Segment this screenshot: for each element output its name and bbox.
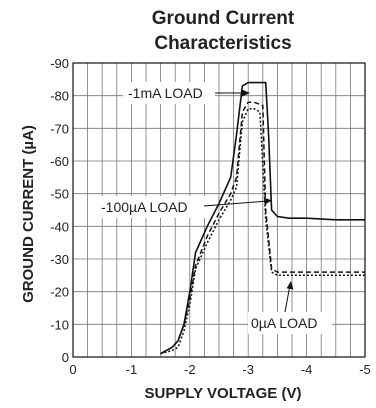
tick-labels: 0 -1 -2 -3 -4 -50-10-20-30-40-50-60-70-80-90 xyxy=(50,56,371,377)
chart-title-line-1: Ground Current xyxy=(152,8,295,29)
data-series xyxy=(160,81,365,355)
x-axis-label: SUPPLY VOLTAGE (V) xyxy=(145,385,302,402)
annotation-1ma-label: -1mA LOAD xyxy=(128,85,203,101)
y-tick-label: -20 xyxy=(50,285,69,300)
y-tick-label: -70 xyxy=(50,121,69,136)
chart-title: Ground Current Characteristics xyxy=(152,8,295,54)
x-tick-label: -2 xyxy=(184,362,196,377)
annotation-1ma-arrowhead xyxy=(242,89,250,97)
annotation-0ua-arrowhead xyxy=(286,281,294,290)
series-line-3 xyxy=(160,107,365,355)
x-tick-label: -1 xyxy=(126,362,138,377)
annotation-100ua-leader xyxy=(203,200,269,207)
y-tick-label: -10 xyxy=(50,317,69,332)
plot-frame xyxy=(72,62,366,358)
annotation-100ua-arrowhead xyxy=(264,197,272,205)
y-tick-label: -40 xyxy=(50,219,69,234)
annotation-0ua-label: 0µA LOAD xyxy=(251,315,317,331)
annotation-1ma: -1mA LOAD xyxy=(123,82,250,104)
x-tick-label: -3 xyxy=(242,362,254,377)
y-tick-label: 0 xyxy=(62,350,69,365)
y-tick-label: -60 xyxy=(50,154,69,169)
annotation-0ua-leader xyxy=(284,284,291,313)
y-axis-label: GROUND CURRENT (µA) xyxy=(20,125,37,303)
y-tick-label: -30 xyxy=(50,252,69,267)
chart-title-line-2: Characteristics xyxy=(154,33,291,54)
x-tick-label: -4 xyxy=(301,362,313,377)
x-tick-label: -5 xyxy=(359,362,371,377)
annotation-0ua: 0µA LOAD xyxy=(248,281,332,334)
y-tick-label: -50 xyxy=(50,187,69,202)
annotation-100ua: -100µA LOAD xyxy=(98,196,272,218)
x-tick-label: 0 xyxy=(69,362,76,377)
y-tick-label: -80 xyxy=(50,89,69,104)
annotation-100ua-label: -100µA LOAD xyxy=(101,199,188,215)
y-tick-label: -90 xyxy=(50,56,69,71)
